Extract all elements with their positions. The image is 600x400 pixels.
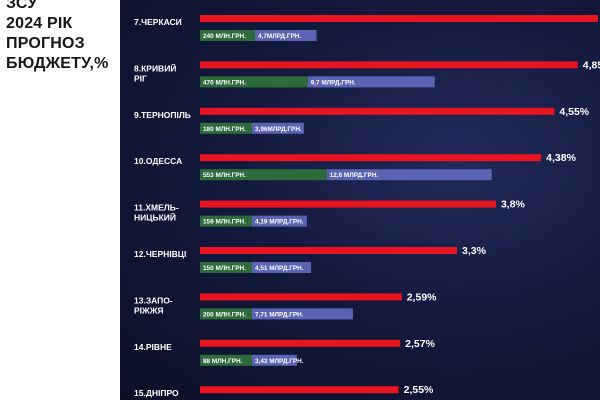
billion-label: 9,7 МЛРД.ГРН. — [311, 79, 356, 86]
chart-panel: 7.ЧЕРКАСИ5,11%240 МЛН.ГРН.4,7МЛРД.ГРН.8.… — [120, 0, 600, 400]
billion-bar — [252, 354, 297, 366]
million-bar — [200, 30, 255, 41]
million-label: 240 МЛН.ГРН. — [203, 33, 246, 40]
city-label: 10.ОДЕССА — [134, 156, 182, 166]
million-bar — [200, 308, 252, 320]
percent-bar — [200, 247, 458, 254]
billion-label: 4,19 МЛРД.ГРН. — [255, 219, 304, 226]
billion-bar — [252, 122, 304, 134]
billion-label: 4,51 МЛРД.ГРН. — [255, 265, 304, 272]
million-label: 200 МЛН.ГРН. — [203, 311, 246, 318]
million-label: 553 МЛН.ГРН. — [203, 172, 246, 179]
billion-label: 12,6 МЛРД.ГРН. — [330, 172, 379, 179]
city-label: 9.ТЕРНОПІЛЬ — [134, 110, 191, 120]
billion-bar — [255, 30, 317, 41]
billion-label: 3,96МЛРД.ГРН. — [255, 126, 302, 133]
million-bar — [200, 215, 252, 227]
title-line-4: БЮДЖЕТУ,% — [6, 55, 109, 72]
city-label-line: 9.ТЕРНОПІЛЬ — [134, 110, 191, 120]
percent-bar — [200, 386, 399, 394]
city-label-line: 12.ЧЕРНІВЦІ — [134, 249, 186, 259]
percent-label: 4,55% — [559, 106, 589, 118]
percent-bar — [200, 293, 402, 301]
city-label: 11.ХМЕЛЬ-НИЦЬКИЙ — [134, 203, 179, 223]
percent-bar — [200, 200, 496, 208]
city-label: 15.ДНІПРО — [134, 388, 179, 398]
city-label-line: 13.ЗАПО- — [134, 295, 173, 305]
percent-bar — [200, 154, 542, 162]
city-label-line: РІГ — [134, 73, 147, 83]
million-label: 159 МЛН.ГРН. — [203, 219, 246, 226]
billion-label: 4,7МЛРД.ГРН. — [258, 33, 301, 40]
million-bar — [200, 76, 308, 88]
percent-label: 2,57% — [405, 338, 435, 350]
left-panel: ЗСУ 2024 РІК ПРОГНОЗ БЮДЖЕТУ,% — [0, 0, 120, 400]
million-label: 180 МЛН.ГРН. — [203, 126, 246, 133]
million-label: 88 МЛН.ГРН. — [203, 358, 243, 365]
million-bar — [200, 169, 327, 181]
billion-bar — [326, 169, 492, 181]
billion-label: 3,43 МЛРД.ГРН. — [255, 358, 304, 365]
percent-label: 4,85% — [583, 59, 600, 71]
title-line-3: ПРОГНОЗ — [6, 35, 85, 52]
percent-label: 2,55% — [404, 384, 434, 396]
percent-bar — [200, 15, 598, 22]
city-label: 14.РІВНЕ — [134, 342, 172, 352]
city-label: 7.ЧЕРКАСИ — [134, 17, 182, 27]
million-label: 150 МЛН.ГРН. — [203, 265, 246, 272]
chart-title: ЗСУ 2024 РІК ПРОГНОЗ БЮДЖЕТУ,% — [6, 0, 118, 74]
billion-label: 7,71 МЛРД.ГРН. — [255, 311, 304, 318]
title-line-2: 2024 РІК — [6, 15, 73, 32]
percent-bar — [200, 339, 401, 347]
city-label-line: 15.ДНІПРО — [134, 388, 179, 398]
percent-label: 4,38% — [546, 152, 576, 164]
billion-bar — [252, 215, 307, 227]
percent-bar — [200, 107, 555, 115]
city-label-line: 7.ЧЕРКАСИ — [134, 17, 182, 27]
budget-bar-chart: 7.ЧЕРКАСИ5,11%240 МЛН.ГРН.4,7МЛРД.ГРН.8.… — [134, 15, 600, 398]
city-label: 12.ЧЕРНІВЦІ — [134, 249, 186, 259]
city-label-line: 10.ОДЕССА — [134, 156, 182, 166]
percent-label: 2,59% — [407, 291, 437, 303]
million-bar — [200, 354, 252, 366]
city-label: 8.КРИВИЙ РІГ — [134, 62, 176, 83]
percent-bar — [200, 61, 578, 69]
billion-bar — [307, 76, 435, 88]
percent-label: 3,8% — [501, 199, 526, 211]
city-label: 13.ЗАПО-РІЖЖЯ — [134, 295, 173, 315]
city-label-line: 8.КРИВИЙ — [134, 62, 176, 73]
billion-bar — [252, 262, 312, 273]
city-label-line: 14.РІВНЕ — [134, 342, 172, 352]
million-bar — [200, 262, 252, 273]
billion-bar — [252, 308, 353, 320]
percent-label: 3,3% — [462, 245, 487, 257]
city-label-line: РІЖЖЯ — [134, 305, 164, 315]
city-label-line: 11.ХМЕЛЬ- — [134, 203, 179, 213]
million-label: 470 МЛН.ГРН. — [203, 79, 246, 86]
million-bar — [200, 122, 252, 134]
title-line-1: ЗСУ — [6, 0, 38, 12]
city-label-line: НИЦЬКИЙ — [134, 212, 176, 223]
